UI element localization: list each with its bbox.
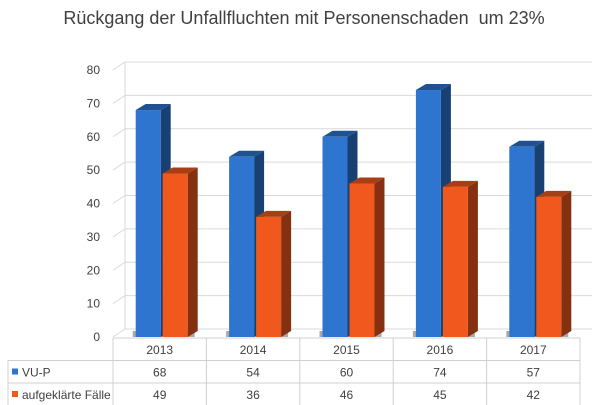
data-label: 68 <box>153 366 167 380</box>
bar-side <box>561 190 572 337</box>
bar-side <box>374 177 385 337</box>
bar-top <box>162 167 198 174</box>
bar-top <box>536 190 572 197</box>
x-tick-label: 2017 <box>520 343 547 357</box>
data-label: 57 <box>527 366 541 380</box>
data-label: 74 <box>433 366 447 380</box>
bar-0 <box>229 156 255 337</box>
x-tick-label: 2014 <box>240 343 267 357</box>
bar-1 <box>442 186 468 337</box>
bar-top <box>229 150 265 157</box>
bar-side <box>281 210 292 337</box>
y-tick-label: 80 <box>87 63 101 77</box>
bar-top <box>256 210 292 217</box>
legend-label: aufgeklärte Fälle <box>22 388 111 402</box>
bar-1 <box>536 196 562 337</box>
bar-top <box>442 180 478 187</box>
bar-1 <box>349 183 375 337</box>
legend-label: VU-P <box>22 366 51 380</box>
bar-0 <box>509 146 535 337</box>
data-label: 46 <box>340 388 354 402</box>
bar-top <box>509 140 545 147</box>
bar-top <box>135 104 171 111</box>
bar-1 <box>256 216 282 337</box>
y-tick-label: 20 <box>87 263 101 277</box>
bar-0 <box>415 90 441 338</box>
legend-swatch <box>12 391 18 397</box>
y-tick-label: 0 <box>93 330 100 344</box>
y-tick-label: 10 <box>87 297 101 311</box>
data-label: 36 <box>246 388 260 402</box>
y-tick-label: 70 <box>87 96 101 110</box>
data-label: 60 <box>340 366 354 380</box>
y-tick-label: 30 <box>87 230 101 244</box>
data-label: 54 <box>246 366 260 380</box>
y-tick-label: 50 <box>87 163 101 177</box>
chart-title: Rückgang der Unfallfluchten mit Personen… <box>63 8 545 28</box>
bar-top <box>415 84 451 91</box>
x-tick-label: 2013 <box>146 343 173 357</box>
gridline <box>112 61 592 71</box>
bar-top <box>349 177 385 184</box>
x-tick-label: 2015 <box>333 343 360 357</box>
bar-side <box>467 180 478 337</box>
bar-side <box>187 167 198 337</box>
bar-top <box>322 130 358 137</box>
legend-swatch <box>12 368 18 375</box>
data-label: 42 <box>527 388 541 402</box>
data-label: 45 <box>433 388 447 402</box>
data-label: 49 <box>153 388 167 402</box>
x-tick-label: 2016 <box>427 343 454 357</box>
bar-1 <box>162 173 188 337</box>
y-tick-label: 60 <box>87 130 101 144</box>
bar-0 <box>135 110 161 337</box>
y-tick-label: 40 <box>87 197 101 211</box>
gridline <box>112 94 592 104</box>
bar-0 <box>322 136 348 337</box>
